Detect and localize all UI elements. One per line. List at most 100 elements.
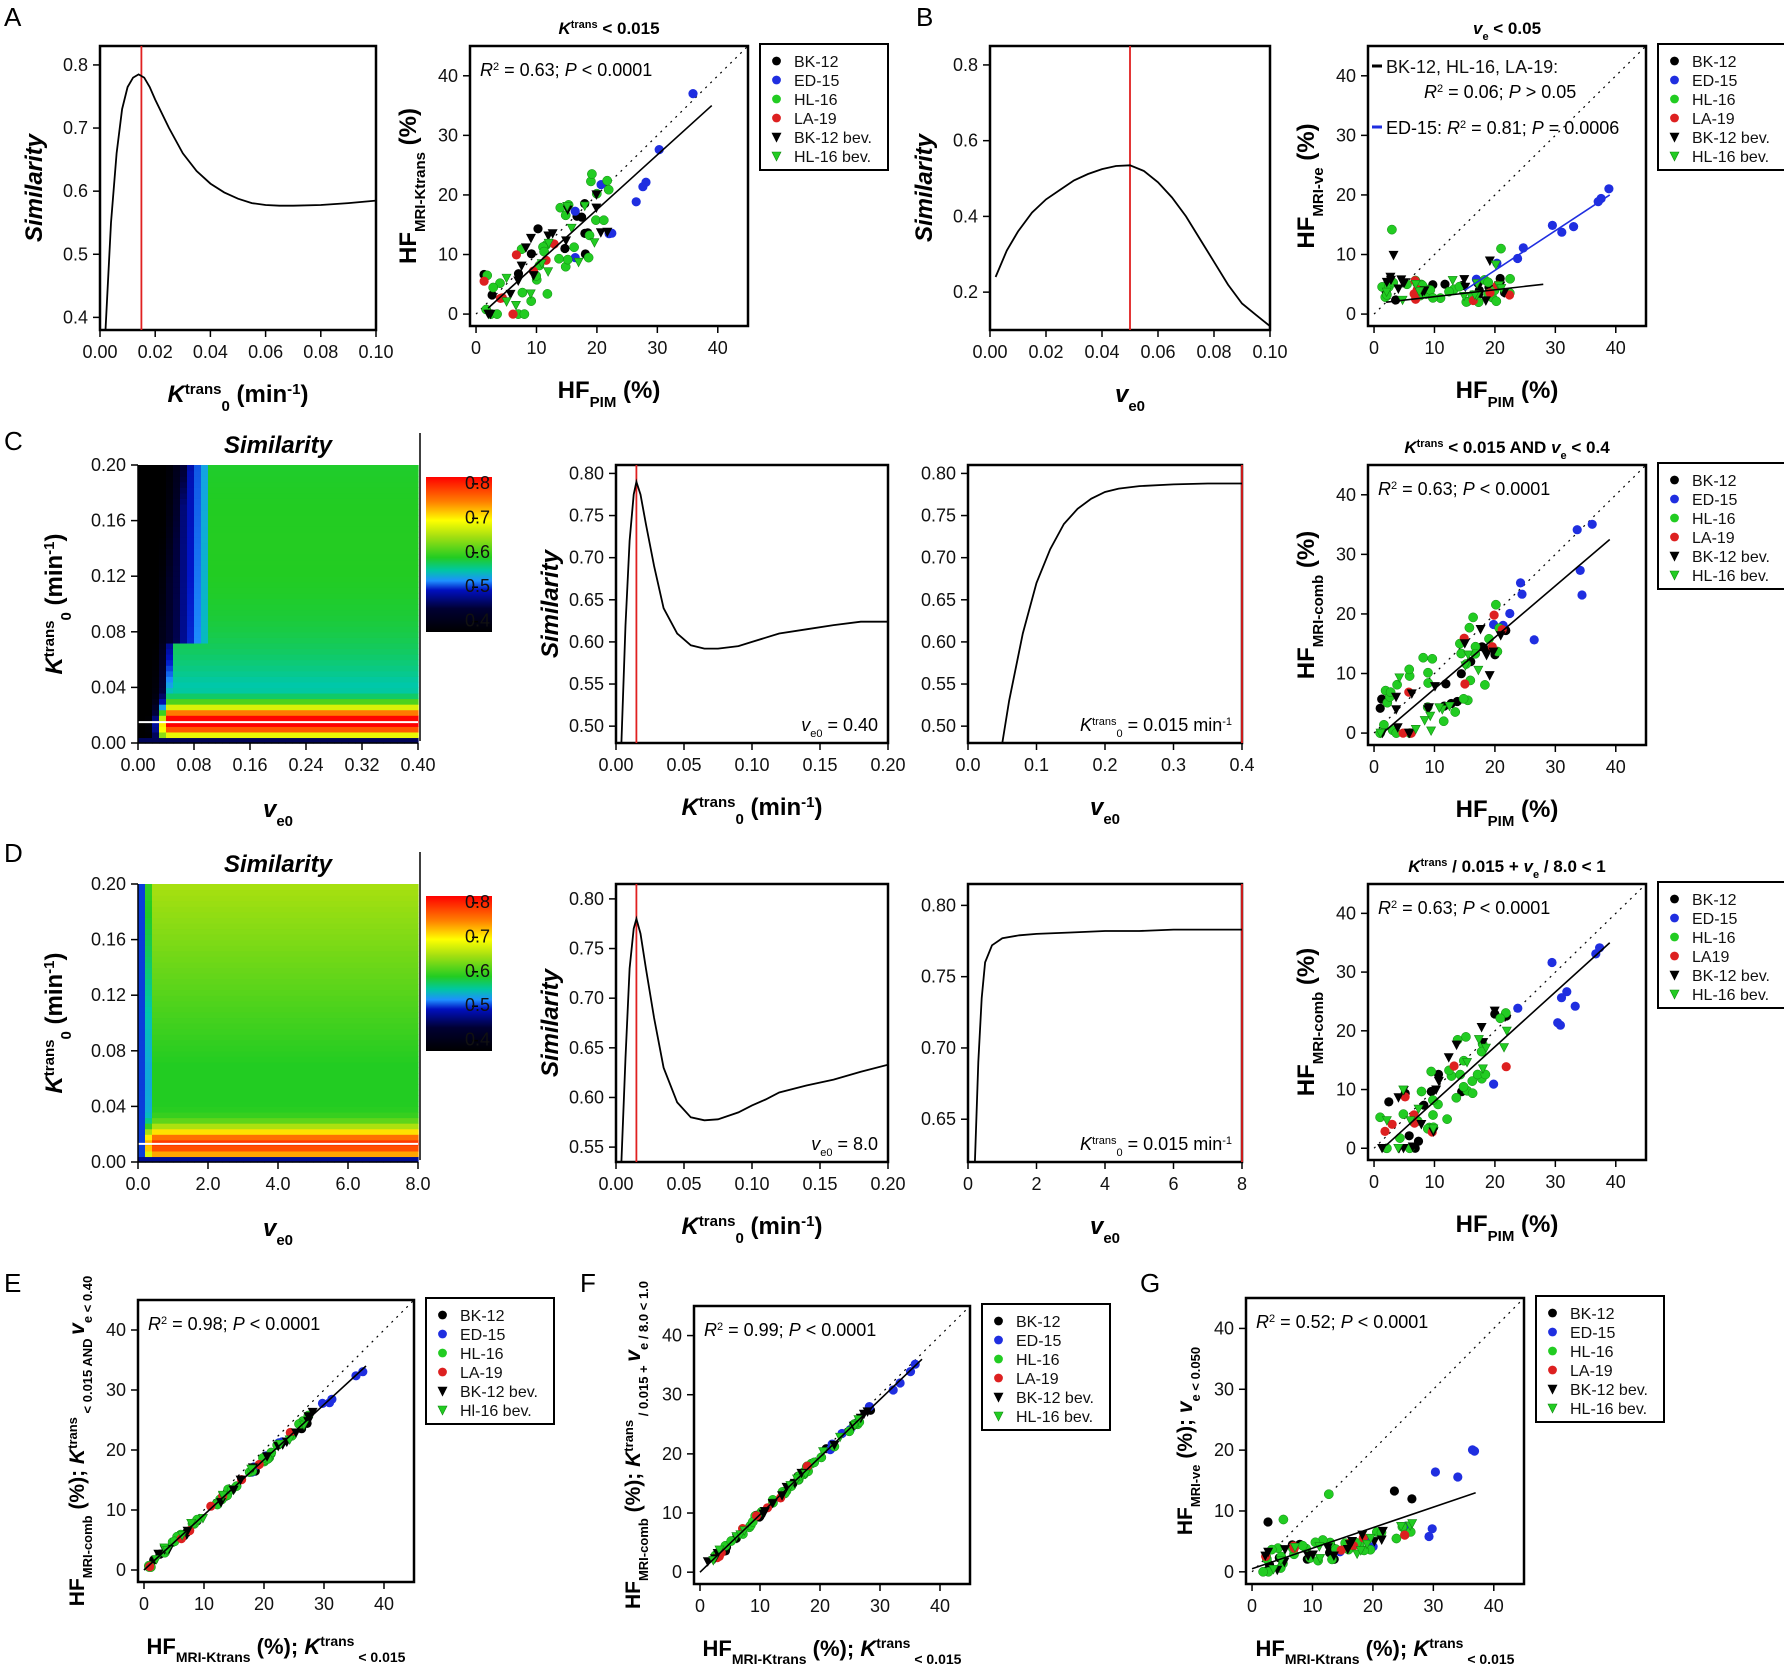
chart-c1-cell [299,492,307,499]
chart-d1-cell [292,1000,300,1007]
chart-c1-cell [285,503,293,511]
chart-d1-cell [306,961,314,968]
chart-d1-cell [383,922,391,930]
chart-c1-cell [404,492,412,499]
chart-d1-cell [145,1034,153,1041]
chart-c1-cell [334,737,342,744]
chart-d1-cell [166,950,174,957]
chart-d1-cell [376,1100,384,1107]
chart-d1-cell [390,1084,398,1091]
chart-d1-cell [215,1139,223,1146]
chart-a1-similarity-line [104,73,376,330]
chart-c1-cell [348,537,356,544]
chart-d4-point-hl-16bev [1398,1085,1409,1096]
chart-c1-cell [362,648,370,655]
chart-c1-cell [250,659,258,666]
chart-d1-cell [320,906,328,913]
chart-c1-cell [355,470,363,477]
chart-d1-cell [320,934,328,941]
chart-d1-cell [159,900,167,907]
chart-d1-cell [404,1045,412,1052]
chart-d1-cell [306,1156,314,1163]
chart-c1-cell [180,503,188,511]
chart-d1-cell [341,1023,349,1030]
chart-d1-cell [236,928,244,935]
chart-d1-cell [327,1128,335,1135]
chart-d1-cell [166,1145,174,1152]
chart-d1-cell [264,978,272,985]
chart-c1-cell [320,687,328,694]
chart-c1-cell [257,715,265,722]
chart-c1-cell [390,698,398,705]
chart-d1-cell [404,1067,412,1074]
chart-c1-cell [187,704,195,711]
chart-c1-cell [159,515,167,522]
chart-d1-cell [257,1128,265,1135]
chart-c1-cell [201,587,209,594]
chart-d1-cell [376,995,384,1002]
chart-d1-cell [341,961,349,968]
chart-c4-point-ed-15 [1572,525,1582,535]
chart-d1-cell [264,1150,272,1158]
chart-c1-cell [362,731,370,739]
chart-c1-cell [404,687,412,694]
chart-c1-cell [341,526,349,533]
chart-c1-cell [229,503,237,511]
chart-c1-cell [271,576,279,583]
chart-d4-legend-box [1657,881,1784,1009]
chart-e-legend-label: BK-12 [460,1308,505,1325]
chart-c1-cell [166,654,174,661]
chart-d1-cell [285,1078,293,1085]
chart-f-point-ed-15 [910,1359,920,1369]
chart-d1-cell [159,895,167,902]
chart-c1-cell [313,526,321,533]
chart-d1-cell [208,1006,216,1013]
chart-d1-cell [348,978,356,985]
chart-c1-cell [264,526,272,533]
chart-c1-cell [250,737,258,744]
chart-d1-cell [376,1106,384,1113]
chart-d1-cell [271,1050,279,1057]
chart-d1-cell [355,1139,363,1146]
chart-c1-cell [180,715,188,722]
chart-c1-cell [222,670,230,677]
chart-c1-cell [404,487,412,494]
chart-c1-cell [355,598,363,605]
chart-d1-cell [278,1034,286,1041]
chart-d1-cell [187,972,195,980]
chart-d1-cell [376,1034,384,1041]
chart-c1-cell [285,631,293,638]
chart-d1-xtick-label: 6.0 [335,1174,360,1194]
chart-d1-cell [180,1106,188,1113]
chart-d1-cell [159,911,167,918]
chart-b2-xtick-label: 10 [1424,338,1444,358]
chart-c1-cell [229,520,237,527]
chart-c1-cell [229,604,237,611]
chart-c1-cell [334,565,342,572]
chart-d1-cell [187,928,195,935]
chart-c1-cell [383,676,391,683]
chart-c1-cell [299,487,307,494]
chart-c1-cell [278,731,286,739]
chart-c1-cell [313,709,321,716]
chart-c1-cell [355,537,363,544]
chart-c1-cell [180,676,188,683]
chart-d1-cell [299,945,307,952]
chart-d1-cell [369,978,377,985]
chart-d1-cell [411,1006,419,1013]
chart-c1-cell [180,498,188,505]
chart-d1-cell [299,1106,307,1113]
chart-d1-cell [257,995,265,1002]
chart-d4-legend-label: HL-16 bev. [1692,987,1769,1004]
chart-d1-cell [187,895,195,902]
chart-c1-cell [166,559,174,566]
chart-d1-cell [152,1023,160,1030]
chart-c1-cell [194,570,202,577]
chart-f-ytick-label: 10 [662,1503,682,1523]
chart-c4-point-hl-16 [1418,652,1429,663]
chart-d4-frame [1366,882,1648,1162]
chart-d1-cell [369,889,377,896]
chart-c1-cell [369,692,377,700]
chart-d1-cell [257,1134,265,1141]
chart-d1-cell [376,1067,384,1074]
